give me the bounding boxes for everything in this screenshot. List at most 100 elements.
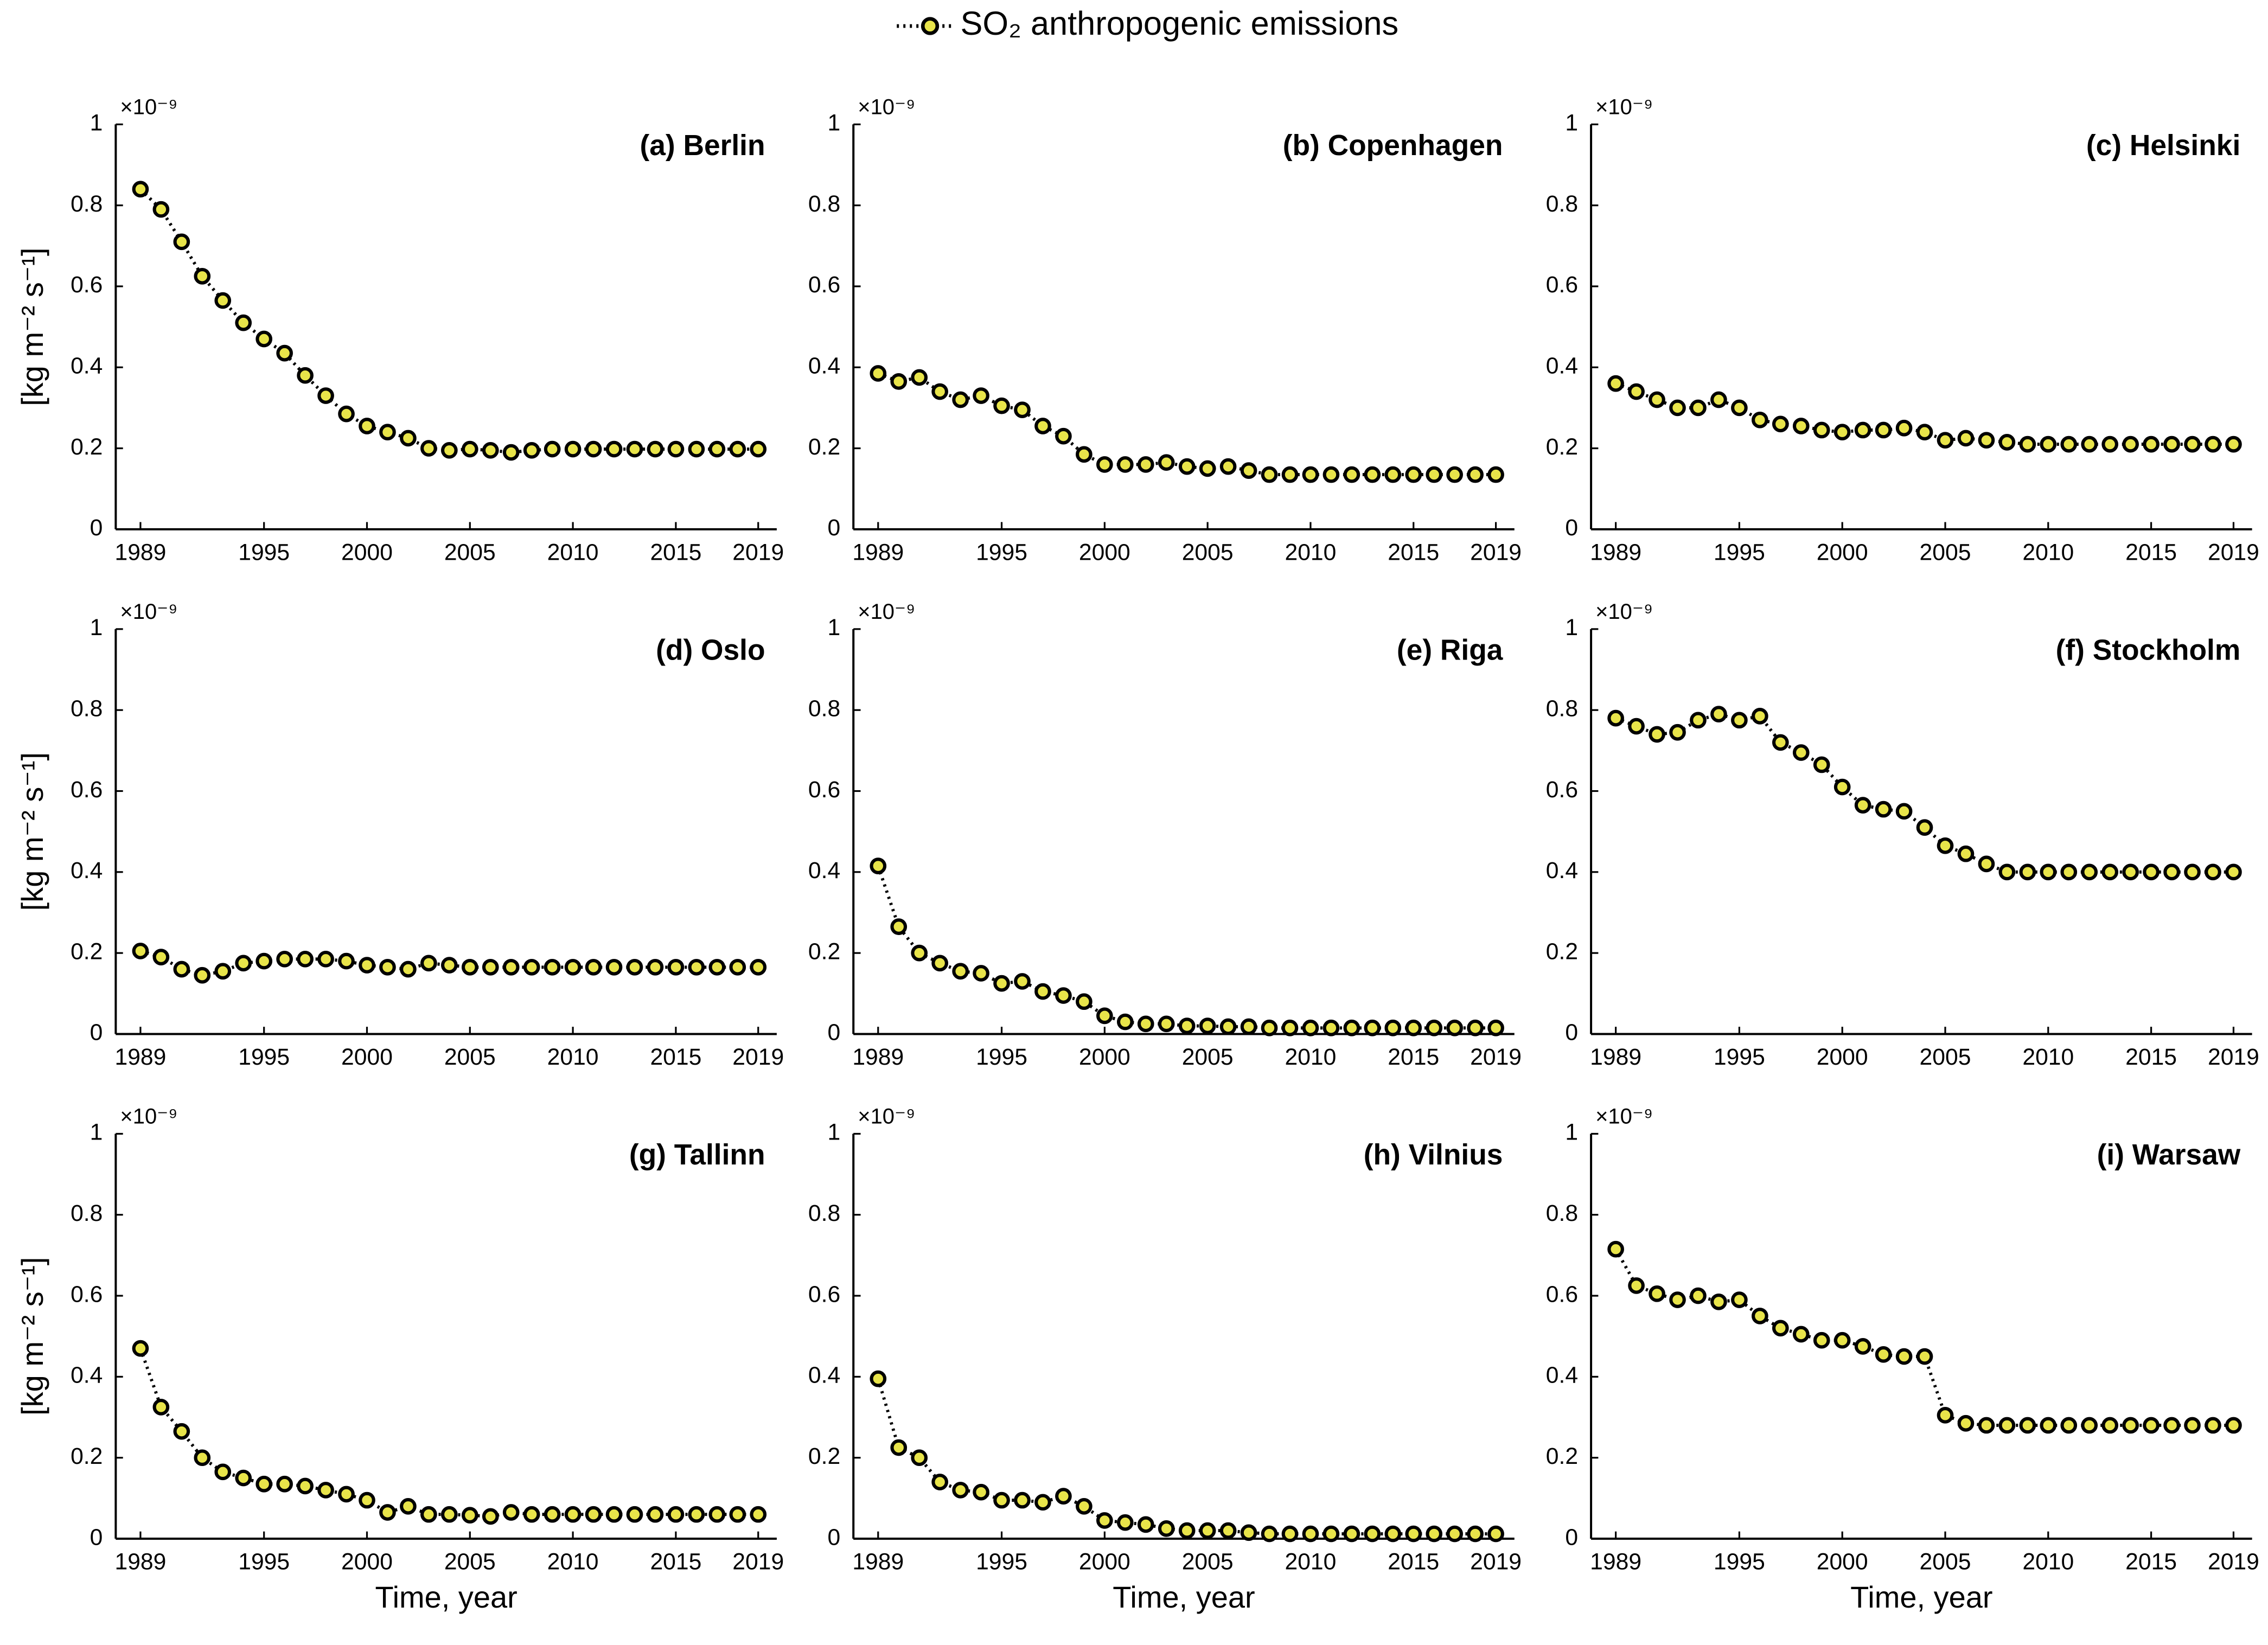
marker bbox=[1384, 1019, 1402, 1036]
x-tick-label: 2000 bbox=[341, 539, 393, 565]
marker bbox=[2225, 436, 2242, 453]
multiplier: ×10⁻⁹ bbox=[858, 95, 915, 119]
marker bbox=[626, 1506, 643, 1523]
y-tick-label: 0.4 bbox=[808, 857, 840, 884]
marker bbox=[1710, 1293, 1727, 1310]
marker bbox=[379, 958, 396, 976]
multiplier: ×10⁻⁹ bbox=[858, 600, 915, 624]
marker bbox=[1199, 1017, 1216, 1034]
x-tick-label: 1995 bbox=[238, 539, 290, 565]
marker bbox=[317, 951, 334, 968]
y-tick-label: 0.2 bbox=[808, 938, 840, 964]
marker bbox=[626, 958, 643, 976]
marker bbox=[564, 1506, 582, 1523]
marker bbox=[420, 1506, 437, 1523]
marker bbox=[1240, 1018, 1257, 1035]
marker bbox=[502, 444, 520, 461]
marker bbox=[1916, 1348, 1933, 1365]
x-tick-label: 1989 bbox=[1590, 539, 1641, 565]
marker bbox=[317, 1482, 334, 1499]
marker bbox=[1752, 1308, 1768, 1324]
marker bbox=[400, 430, 417, 447]
marker bbox=[420, 440, 437, 457]
marker bbox=[1792, 744, 1810, 761]
marker bbox=[870, 857, 887, 874]
marker bbox=[1710, 706, 1727, 722]
y-axis-label: [kg m⁻² s⁻¹] bbox=[15, 1257, 49, 1416]
y-tick-label: 0.6 bbox=[71, 777, 103, 803]
marker bbox=[647, 1506, 664, 1523]
x-tick-label: 2000 bbox=[1817, 1549, 1868, 1575]
marker bbox=[1772, 1320, 1789, 1337]
y-axis-label: [kg m⁻² s⁻¹] bbox=[15, 247, 49, 406]
marker bbox=[152, 201, 170, 218]
x-tick-label: 1995 bbox=[976, 539, 1027, 565]
marker bbox=[1240, 462, 1257, 479]
marker bbox=[667, 1506, 685, 1523]
marker bbox=[1302, 466, 1319, 483]
marker bbox=[605, 440, 623, 458]
y-tick-label: 1 bbox=[90, 1119, 103, 1145]
marker bbox=[1669, 1291, 1686, 1308]
multiplier: ×10⁻⁹ bbox=[120, 1105, 177, 1129]
marker bbox=[2040, 436, 2057, 453]
marker bbox=[276, 344, 293, 362]
series-line bbox=[876, 1378, 1496, 1535]
marker bbox=[297, 951, 314, 968]
x-tick-label: 2015 bbox=[650, 1549, 701, 1575]
marker bbox=[1998, 434, 2016, 451]
x-tick-label: 2005 bbox=[444, 1549, 496, 1575]
marker bbox=[2060, 436, 2078, 453]
marker bbox=[2101, 436, 2119, 453]
marker bbox=[1302, 1525, 1319, 1542]
marker bbox=[1487, 1525, 1504, 1542]
marker bbox=[1034, 983, 1051, 1000]
marker bbox=[544, 958, 561, 976]
marker bbox=[1302, 1019, 1319, 1036]
marker bbox=[502, 958, 520, 976]
marker bbox=[1405, 466, 1422, 483]
x-tick-label: 2010 bbox=[547, 1549, 599, 1575]
marker bbox=[993, 975, 1010, 992]
marker bbox=[359, 1492, 375, 1509]
marker bbox=[1014, 401, 1031, 418]
x-axis-label: Time, year bbox=[1113, 1580, 1255, 1614]
legend-marker bbox=[921, 17, 940, 35]
marker bbox=[1446, 1019, 1464, 1036]
marker bbox=[461, 958, 478, 976]
marker bbox=[1854, 797, 1871, 814]
y-tick-label: 1 bbox=[1565, 1119, 1578, 1145]
marker bbox=[2122, 863, 2139, 881]
marker bbox=[708, 440, 726, 458]
marker bbox=[1137, 456, 1154, 473]
x-tick-label: 1995 bbox=[976, 1044, 1027, 1070]
y-tick-label: 1 bbox=[90, 615, 103, 641]
marker bbox=[2060, 863, 2078, 881]
marker bbox=[2019, 863, 2036, 881]
marker bbox=[1034, 1494, 1051, 1511]
marker bbox=[235, 1469, 252, 1487]
y-tick-label: 0.8 bbox=[71, 695, 103, 721]
marker bbox=[461, 1507, 478, 1524]
marker bbox=[420, 955, 437, 972]
x-tick-label: 2005 bbox=[1182, 539, 1234, 565]
marker bbox=[1998, 1417, 2016, 1434]
marker bbox=[173, 233, 190, 251]
marker bbox=[1978, 1417, 1995, 1434]
x-tick-label: 1989 bbox=[1590, 1044, 1641, 1070]
x-tick-label: 2019 bbox=[1470, 1044, 1522, 1070]
series-line bbox=[139, 188, 758, 454]
marker bbox=[952, 1482, 969, 1499]
x-tick-label: 2015 bbox=[2125, 539, 2177, 565]
y-tick-label: 0.2 bbox=[1546, 938, 1578, 964]
x-tick-label: 2000 bbox=[1817, 539, 1868, 565]
marker bbox=[911, 944, 928, 962]
marker bbox=[729, 440, 746, 458]
panel-title: (e) Riga bbox=[1397, 635, 1503, 667]
y-tick-label: 0.4 bbox=[1546, 857, 1578, 884]
y-tick-label: 0.2 bbox=[1546, 434, 1578, 460]
marker bbox=[2184, 863, 2201, 881]
panel: 0 0.2 0.4 0.6 0.8 1 1989 1995 2000 2005 2010 2015 20… bbox=[808, 600, 1522, 1070]
marker bbox=[647, 440, 664, 458]
